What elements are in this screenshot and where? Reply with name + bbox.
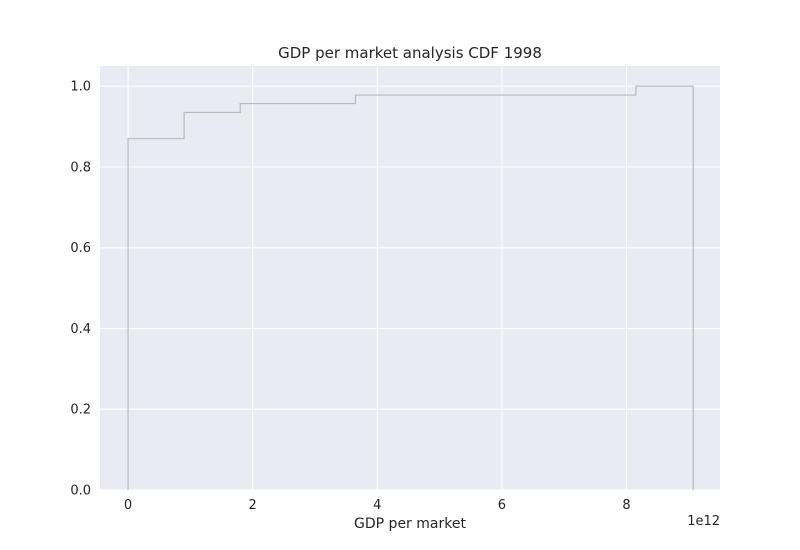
tick-labels: 0 2 4 6 8 0.0 0.2 0.4 0.6 0.8 1.0	[70, 80, 630, 513]
y-tick-label: 1.0	[70, 80, 91, 95]
x-tick-label: 4	[373, 498, 381, 513]
y-tick-label: 0.8	[70, 160, 91, 175]
x-tick-label: 8	[622, 498, 630, 513]
x-tick-label: 6	[498, 498, 506, 513]
y-tick-label: 0.0	[70, 484, 91, 499]
chart-title: GDP per market analysis CDF 1998	[278, 44, 542, 62]
x-tick-label: 0	[124, 498, 132, 513]
x-axis-offset-label: 1e12	[687, 514, 720, 529]
y-tick-label: 0.4	[70, 322, 91, 337]
grid-lines	[100, 66, 720, 491]
x-tick-label: 2	[249, 498, 257, 513]
plot-area	[100, 66, 720, 490]
y-tick-label: 0.2	[70, 403, 91, 418]
series-layer	[127, 85, 694, 490]
cdf-step-line	[127, 85, 694, 490]
x-axis-label: GDP per market	[354, 516, 466, 532]
y-tick-label: 0.6	[70, 241, 91, 256]
